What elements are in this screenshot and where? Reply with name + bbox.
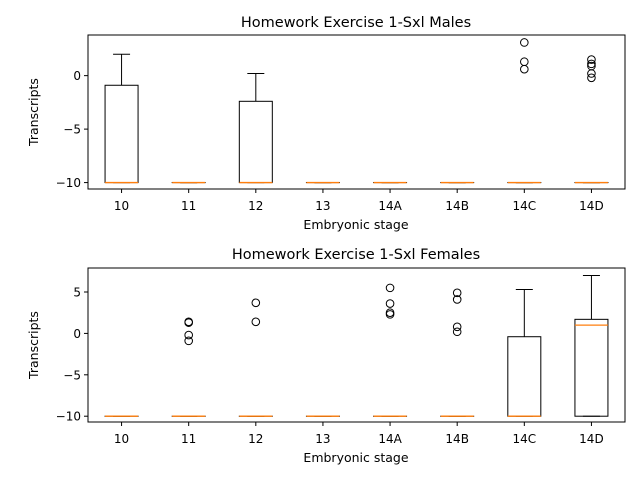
outlier-point	[520, 64, 529, 74]
outlier-point	[385, 283, 395, 293]
females-x-tick-label: 13	[315, 432, 330, 446]
males-y-axis-label: Transcripts	[26, 78, 41, 147]
females-boxplot: Homework Exercise 1-Sxl Females Embryoni…	[26, 247, 626, 465]
females-box-12	[238, 298, 273, 417]
outlier-point	[251, 298, 261, 308]
females-box-14D	[574, 274, 609, 417]
females-x-tick-label: 11	[181, 432, 196, 446]
males-box-10	[104, 53, 139, 184]
females-marks: 5 0 −5 −10 10 11 12 13 14A 14B 14C 14D	[56, 267, 626, 446]
males-y-tick-label: −10	[56, 176, 81, 190]
outlier-point	[452, 322, 462, 332]
outlier-point	[385, 308, 395, 318]
females-x-tick-label: 14D	[579, 432, 604, 446]
iqr-box	[507, 336, 542, 417]
outlier-point	[587, 59, 596, 69]
females-axes-frame	[87, 267, 626, 423]
males-x-tick-label: 10	[114, 199, 129, 213]
outlier-point	[251, 317, 261, 327]
males-box-14D	[574, 55, 609, 184]
females-box-14B	[440, 288, 475, 417]
females-x-tick-label: 14C	[512, 432, 536, 446]
males-chart-title: Homework Exercise 1-Sxl Males	[241, 15, 471, 31]
females-y-tick-label: 5	[73, 286, 81, 300]
females-y-tick-label: 0	[73, 327, 81, 341]
females-box-14C	[507, 289, 542, 417]
males-x-tick-label: 14D	[579, 199, 604, 213]
males-x-tick-label: 12	[248, 199, 263, 213]
iqr-box	[574, 318, 609, 417]
outlier-point	[520, 57, 529, 67]
males-box-12	[238, 73, 273, 184]
males-x-tick-label: 14A	[378, 199, 402, 213]
males-box-14C	[507, 38, 542, 184]
females-x-tick-label: 14B	[445, 432, 469, 446]
outlier-point	[184, 336, 193, 346]
males-boxplot: Homework Exercise 1-Sxl Males Embryonic …	[26, 15, 626, 232]
males-x-tick-label: 13	[315, 199, 330, 213]
females-box-11	[171, 317, 206, 417]
iqr-box	[104, 84, 139, 184]
females-chart-title: Homework Exercise 1-Sxl Females	[232, 247, 480, 263]
outlier-point	[385, 299, 395, 308]
iqr-box	[238, 100, 273, 184]
males-x-axis-label: Embryonic stage	[303, 217, 408, 232]
males-x-tick-label: 11	[181, 199, 196, 213]
outlier-point	[587, 69, 596, 78]
females-x-tick-label: 10	[114, 432, 129, 446]
males-y-tick-label: −5	[63, 123, 81, 137]
females-x-tick-label: 14A	[378, 432, 402, 446]
females-y-axis-label: Transcripts	[26, 311, 41, 380]
outlier-point	[520, 38, 529, 47]
males-x-tick-label: 14C	[512, 199, 536, 213]
outlier-point	[452, 288, 462, 298]
males-y-tick-label: 0	[73, 69, 81, 83]
males-axes-frame	[87, 34, 626, 190]
females-x-tick-label: 12	[248, 432, 263, 446]
females-y-tick-label: −5	[63, 368, 81, 382]
outlier-point	[452, 295, 462, 304]
females-x-axis-label: Embryonic stage	[303, 450, 408, 465]
males-x-tick-label: 14B	[445, 199, 469, 213]
males-marks: 0 −5 −10 10 11 12 13 14A 14B 14C 14D	[56, 34, 626, 213]
females-box-14A	[373, 283, 408, 417]
outlier-point	[184, 330, 193, 340]
outlier-point	[452, 327, 462, 337]
outlier-point	[385, 310, 395, 319]
outlier-point	[587, 55, 596, 64]
outlier-point	[184, 318, 193, 327]
females-y-tick-label: −10	[56, 410, 81, 424]
outlier-point	[587, 73, 596, 83]
